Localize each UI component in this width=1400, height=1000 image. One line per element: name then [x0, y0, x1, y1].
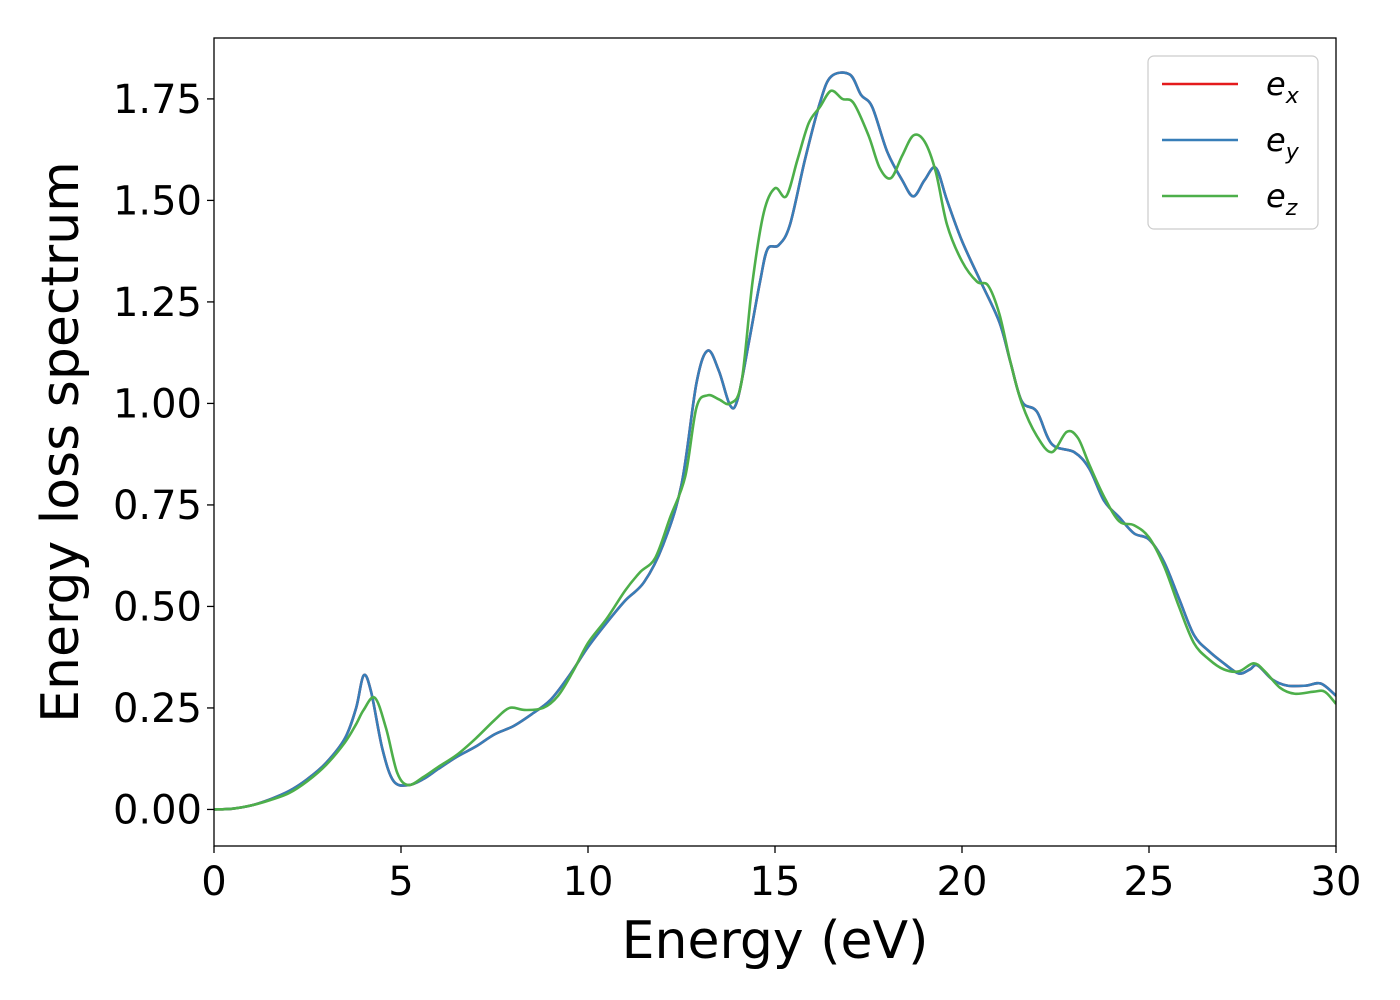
x-tick-label: 0 — [201, 859, 226, 905]
y-axis: 0.00 0.25 0.50 0.75 1.00 1.25 1.50 1.75 — [113, 77, 214, 833]
x-tick-label: 20 — [937, 859, 988, 905]
series-line-e-z — [214, 89, 1336, 811]
x-tick-label: 5 — [388, 859, 413, 905]
x-tick-label: 25 — [1124, 859, 1175, 905]
y-tick-label: 1.50 — [113, 178, 202, 224]
plot-area — [214, 71, 1336, 811]
y-tick-label: 0.50 — [113, 584, 202, 630]
y-tick-label: 0.75 — [113, 483, 202, 529]
y-axis-label: Energy loss spectrum — [31, 161, 91, 723]
x-axis: 0 5 10 15 20 25 30 — [201, 846, 1361, 905]
y-tick-label: 1.75 — [113, 77, 202, 123]
y-tick-label: 0.25 — [113, 686, 202, 732]
legend-box — [1147, 55, 1319, 230]
legend-label-e-y: ey — [1266, 121, 1300, 165]
legend: ex ey ez — [1147, 55, 1319, 230]
y-tick-label: 1.00 — [113, 381, 202, 427]
legend-label-e-x: ex — [1266, 65, 1300, 109]
y-tick-label: 1.25 — [113, 280, 202, 326]
legend-label-e-z: ez — [1266, 177, 1298, 221]
y-tick-label: 0.00 — [113, 787, 202, 833]
x-tick-label: 10 — [563, 859, 614, 905]
x-axis-label: Energy (eV) — [622, 911, 929, 971]
x-tick-label: 15 — [750, 859, 801, 905]
x-tick-label: 30 — [1311, 859, 1362, 905]
